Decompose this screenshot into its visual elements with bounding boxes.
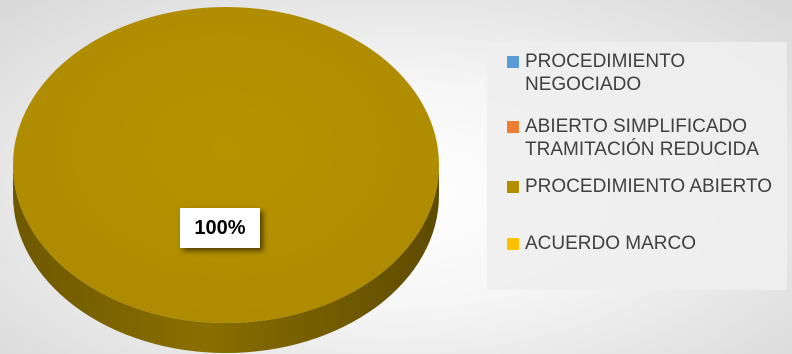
legend-label: ABIERTO SIMPLIFICADO TRAMITACIÓN REDUCID… xyxy=(525,116,759,160)
legend-swatch xyxy=(507,181,519,193)
pie-side xyxy=(13,165,439,353)
legend-swatch xyxy=(507,121,519,133)
legend-swatch xyxy=(507,56,519,68)
data-label-procedimiento-abierto: 100% xyxy=(180,208,260,248)
pie-slice-procedimiento-abierto xyxy=(13,7,439,323)
legend-item-acuerdo-marco: ACUERDO MARCO xyxy=(507,232,785,255)
legend-item-abierto-simplificado: ABIERTO SIMPLIFICADO TRAMITACIÓN REDUCID… xyxy=(507,115,785,161)
data-label-text: 100% xyxy=(194,216,246,239)
legend-item-procedimiento-negociado: PROCEDIMIENTO NEGOCIADO xyxy=(507,50,785,96)
legend-item-procedimiento-abierto: PROCEDIMIENTO ABIERTO xyxy=(507,175,785,198)
legend-label: ACUERDO MARCO xyxy=(525,233,697,254)
legend: PROCEDIMIENTO NEGOCIADO ABIERTO SIMPLIFI… xyxy=(487,42,787,290)
legend-label: PROCEDIMIENTO ABIERTO xyxy=(525,176,773,197)
legend-label: PROCEDIMIENTO NEGOCIADO xyxy=(525,51,686,95)
legend-swatch xyxy=(507,238,519,250)
